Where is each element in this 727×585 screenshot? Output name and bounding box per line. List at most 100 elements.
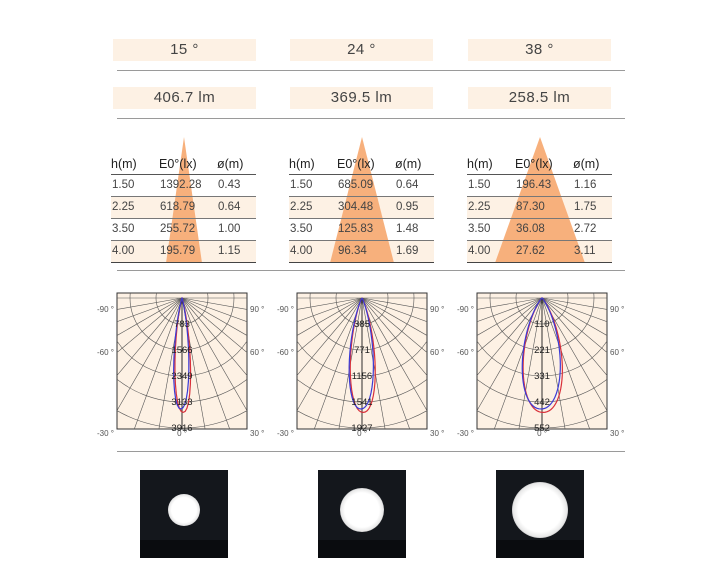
table-cell: 304.48 <box>338 201 374 213</box>
column-header: h(m) <box>289 157 315 171</box>
radial-label: 221 <box>534 345 550 356</box>
radial-label: 1541 <box>351 397 372 408</box>
radial-label: 2349 <box>171 371 192 382</box>
lumen-24: 369.5 lm <box>290 87 433 109</box>
row-separator <box>467 196 612 197</box>
polar-diagram-24: 385 771 1156 1541 1927 -90 ° -60 ° -30 ° 90 ° 60 … <box>277 292 444 438</box>
polar-grid <box>297 293 427 429</box>
table-header <box>111 154 256 175</box>
table-cell: 0.64 <box>396 179 419 191</box>
angle-label: 90 ° <box>250 305 264 314</box>
table-cell: 3.50 <box>112 223 135 235</box>
row-separator <box>111 218 256 219</box>
beam-angle-38: 38 ° <box>468 39 611 61</box>
lumen-15: 406.7 lm <box>113 87 256 109</box>
angle-label: 90 ° <box>610 305 624 314</box>
angle-label: -60 ° <box>277 348 294 357</box>
row-separator <box>467 218 612 219</box>
radial-label: 1927 <box>351 423 372 434</box>
angle-label: -60 ° <box>457 348 474 357</box>
column-header: E0°(lx) <box>515 157 553 171</box>
table-cell: 3.50 <box>468 223 491 235</box>
radial-label: 331 <box>534 371 550 382</box>
radial-label: 3133 <box>171 397 192 408</box>
lumen-38: 258.5 lm <box>468 87 611 109</box>
table-cell: 96.34 <box>338 245 367 257</box>
table-cell: 87.30 <box>516 201 545 213</box>
table-cell: 36.08 <box>516 223 545 235</box>
table-header <box>467 154 612 175</box>
table-cell: 0.43 <box>218 179 241 191</box>
column-header: E0°(lx) <box>159 157 197 171</box>
row-separator <box>289 196 434 197</box>
radial-label: 771 <box>354 345 370 356</box>
row-separator <box>289 218 434 219</box>
row-separator <box>111 262 256 263</box>
table-cell: 1.69 <box>396 245 419 257</box>
distribution-curve-c90 <box>173 297 190 410</box>
table-cell: 4.00 <box>468 245 491 257</box>
angle-label: -60 ° <box>97 348 114 357</box>
table-cell: 125.83 <box>338 223 374 235</box>
angle-label: -30 ° <box>97 429 114 438</box>
column-header: E0°(lx) <box>337 157 375 171</box>
radial-label: 3916 <box>171 423 192 434</box>
polar-grid <box>117 293 247 429</box>
divider-3 <box>117 270 625 271</box>
illuminance-table-38: h(m) E0°(lx) ø(m) 1.50 196.43 1.16 2.25 87.30 1.… <box>467 137 612 265</box>
beam-cone <box>166 137 202 263</box>
table-cell: 685.09 <box>338 179 374 191</box>
table-cell: 1.48 <box>396 223 419 235</box>
radial-label: 1156 <box>352 371 372 382</box>
angle-label: -90 ° <box>97 305 114 314</box>
angle-label: 90 ° <box>430 305 444 314</box>
table-header <box>289 154 434 175</box>
table-cell: 1.75 <box>574 201 597 213</box>
table-cell: 3.50 <box>290 223 313 235</box>
angle-label: 60 ° <box>430 348 444 357</box>
table-cell: 1.50 <box>290 179 313 191</box>
row-separator <box>467 240 612 241</box>
table-cell: 196.43 <box>516 179 552 191</box>
table-cell: 2.25 <box>112 201 135 213</box>
angle-label: 60 ° <box>250 348 264 357</box>
table-cell: 1392.28 <box>160 179 202 191</box>
photo-floor <box>318 540 406 558</box>
distribution-curve-c90 <box>521 297 561 410</box>
angle-label: 30 ° <box>250 429 264 438</box>
illuminance-table-24: h(m) E0°(lx) ø(m) 1.50 685.09 0.64 2.25 304.48 0… <box>289 137 434 265</box>
polar-diagram-15: 783 1566 2349 3133 3916 -90 ° -60 ° -30 ° 90 ° 60… <box>97 292 264 438</box>
beam-cone <box>330 137 394 263</box>
light-spot <box>168 494 200 526</box>
polar-grid <box>477 293 607 429</box>
radial-label: 552 <box>534 423 550 434</box>
beam-photo-24 <box>318 470 406 558</box>
table-cell: 1.00 <box>218 223 241 235</box>
table-cell: 4.00 <box>112 245 135 257</box>
angle-label: -30 ° <box>277 429 294 438</box>
beam-angle-15: 15 ° <box>113 39 256 61</box>
table-cell: 4.00 <box>290 245 313 257</box>
radial-label: 783 <box>174 319 190 330</box>
row-separator <box>289 240 434 241</box>
distribution-curve-c90 <box>348 297 374 410</box>
table-cell: 1.50 <box>468 179 491 191</box>
table-cell: 1.16 <box>574 179 597 191</box>
angle-label: 30 ° <box>610 429 624 438</box>
angle-label: -30 ° <box>457 429 474 438</box>
table-cell: 195.79 <box>160 245 196 257</box>
angle-label: 0 ° <box>537 429 547 438</box>
table-cell: 1.50 <box>112 179 135 191</box>
angle-label: -90 ° <box>277 305 294 314</box>
angle-label: 30 ° <box>430 429 444 438</box>
divider-4 <box>117 451 625 452</box>
photo-floor <box>496 540 584 558</box>
table-cell: 2.25 <box>290 201 313 213</box>
row-separator <box>467 262 612 263</box>
angle-label: 60 ° <box>610 348 624 357</box>
angle-label: 0 ° <box>177 429 187 438</box>
table-cell: 2.72 <box>574 223 597 235</box>
beam-cone <box>495 137 585 263</box>
row-separator <box>111 196 256 197</box>
radial-label: 442 <box>534 397 550 408</box>
